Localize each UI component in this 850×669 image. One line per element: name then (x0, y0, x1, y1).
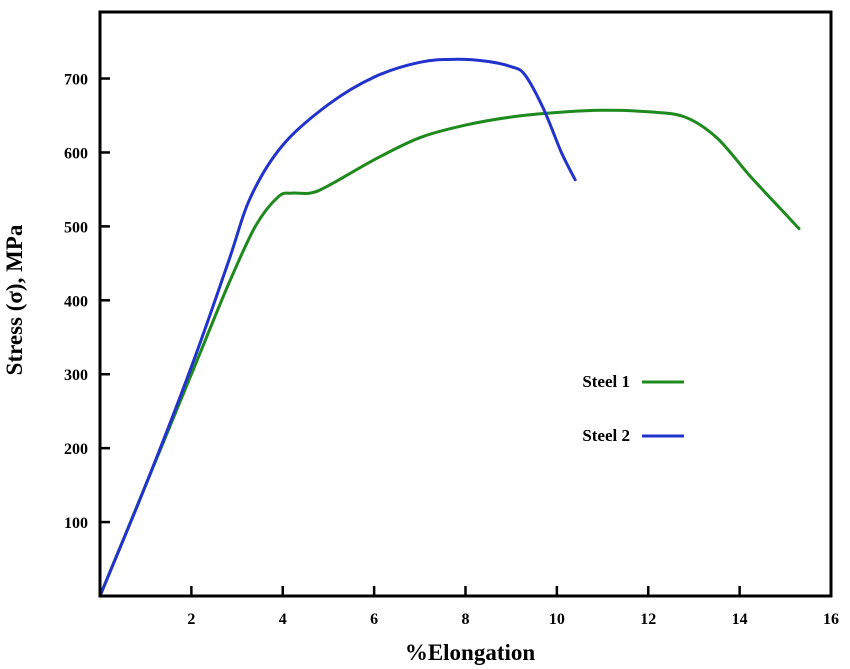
x-tick-label-10: 10 (549, 611, 565, 628)
y-tick-label-200: 200 (64, 441, 88, 458)
y-axis-label: Stress (σ), MPa (2, 224, 27, 375)
plot-frame (98, 10, 833, 598)
x-tick-label-6: 6 (370, 611, 378, 628)
series-line-steel-2 (98, 57, 577, 598)
x-tick-label-12: 12 (640, 611, 656, 628)
x-axis-label: %Elongation (405, 640, 536, 665)
legend-label-steel-2: Steel 2 (582, 426, 630, 445)
series-lines (98, 57, 801, 598)
y-tick-label-300: 300 (64, 367, 88, 384)
x-tick-label-2: 2 (187, 611, 195, 628)
y-tick-label-500: 500 (64, 219, 88, 236)
legend: Steel 1 Steel 2 (582, 372, 684, 445)
y-tick-label-700: 700 (64, 72, 88, 89)
y-tick-label-100: 100 (64, 515, 88, 532)
legend-label-steel-1: Steel 1 (582, 372, 630, 391)
x-tick-label-16: 16 (823, 611, 839, 628)
axis-ticks: 2 4 6 8 10 12 14 16 100 200 300 400 500 600 700 (64, 72, 839, 628)
x-tick-label-8: 8 (462, 611, 470, 628)
series-line-steel-1 (98, 108, 801, 598)
x-tick-label-4: 4 (279, 611, 287, 628)
y-tick-label-400: 400 (64, 293, 88, 310)
y-tick-label-600: 600 (64, 145, 88, 162)
x-tick-label-14: 14 (732, 611, 748, 628)
